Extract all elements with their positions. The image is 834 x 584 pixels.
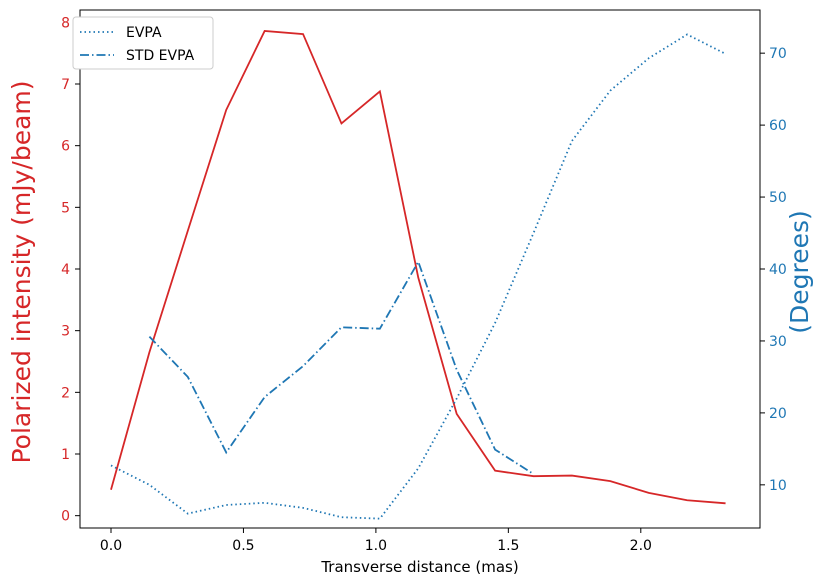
right-y-tick-label: 10 bbox=[769, 478, 787, 494]
left-y-axis-title: Polarized intensity (mJy/beam) bbox=[7, 81, 36, 464]
right-y-tick-label: 70 bbox=[769, 46, 787, 62]
x-tick-label: 0.0 bbox=[100, 538, 122, 554]
right-y-axis: 10 20 30 40 50 60 70 bbox=[760, 46, 787, 494]
series-line-polarized-intensity bbox=[110, 30, 726, 505]
x-axis: 0.0 0.5 1.0 1.5 2.0 bbox=[100, 528, 652, 554]
x-tick-label: 2.0 bbox=[630, 538, 652, 554]
left-y-tick-label: 8 bbox=[61, 15, 70, 31]
left-y-tick-label: 4 bbox=[61, 262, 70, 278]
left-y-tick-label: 6 bbox=[61, 139, 70, 155]
right-y-tick-label: 50 bbox=[769, 190, 787, 206]
series-line-std-evpa bbox=[148, 259, 534, 475]
x-axis-title: Transverse distance (mas) bbox=[320, 558, 518, 576]
left-y-tick-label: 0 bbox=[61, 509, 70, 525]
x-tick-label: 1.5 bbox=[497, 538, 519, 554]
right-y-tick-label: 30 bbox=[769, 334, 787, 350]
right-y-tick-label: 60 bbox=[769, 118, 787, 134]
x-tick-label: 1.0 bbox=[365, 538, 387, 554]
right-y-axis-title: (Degrees) bbox=[785, 210, 814, 334]
legend-label-evpa: EVPA bbox=[126, 25, 162, 41]
left-y-axis: 0 1 2 3 4 5 6 7 8 bbox=[61, 15, 80, 525]
left-y-tick-label: 2 bbox=[61, 385, 70, 401]
series-line-evpa bbox=[110, 33, 726, 520]
left-y-tick-label: 1 bbox=[61, 447, 70, 463]
legend: EVPA STD EVPA bbox=[72, 16, 214, 70]
legend-box bbox=[72, 16, 214, 70]
legend-label-std-evpa: STD EVPA bbox=[126, 48, 195, 64]
left-y-tick-label: 3 bbox=[61, 324, 70, 340]
right-y-tick-label: 20 bbox=[769, 406, 787, 422]
left-y-tick-label: 7 bbox=[61, 77, 70, 93]
x-tick-label: 0.5 bbox=[232, 538, 254, 554]
plot-lines bbox=[110, 30, 726, 520]
left-y-tick-label: 5 bbox=[61, 200, 70, 216]
right-y-tick-label: 40 bbox=[769, 262, 787, 278]
